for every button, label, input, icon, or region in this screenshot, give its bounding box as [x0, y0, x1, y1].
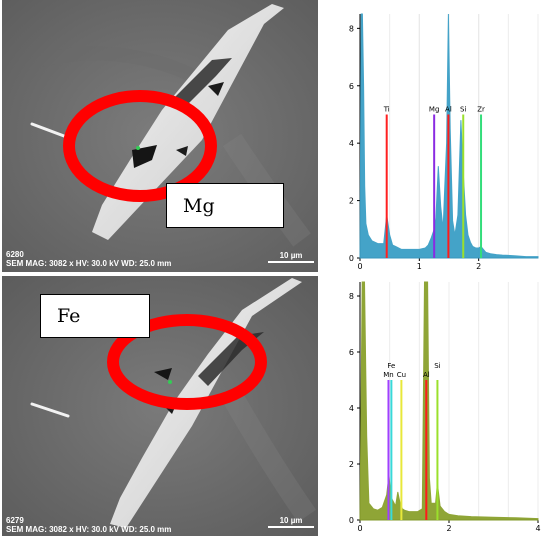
scale-bar: 10 µm [268, 251, 314, 263]
element-label-mg: Mg [429, 105, 439, 113]
element-label-si: Si [460, 105, 466, 113]
scale-bar-line [268, 526, 314, 528]
sem-info-bar: 6280 SEM MAG: 3082 x HV: 30.0 kV WD: 25.… [6, 250, 171, 268]
sem-info-bar: 6279 SEM MAG: 3082 x HV: 30.0 kV WD: 25.… [6, 516, 171, 534]
y-tick-label: 2 [349, 460, 354, 469]
element-label-cu: Cu [397, 371, 406, 379]
eds-spectrum-top: 0 2 4 6 8 0 1 2 Ti Mg Al Si Zr [320, 0, 541, 272]
x-tick-label: 2 [446, 524, 451, 533]
highlight-ring [63, 90, 217, 202]
element-label-al: Al [423, 371, 430, 379]
x-tick-label: 0 [357, 524, 362, 533]
y-tick-label: 8 [349, 24, 354, 33]
x-tick-label: 4 [535, 524, 540, 533]
y-tick-label: 0 [349, 516, 354, 525]
element-label-ti: Ti [383, 105, 390, 113]
y-tick-label: 2 [349, 197, 354, 206]
x-tick-label: 1 [417, 262, 422, 271]
element-label-si: Si [434, 362, 440, 370]
sem-image-id: 6279 [6, 516, 24, 525]
y-tick-label: 4 [349, 404, 354, 413]
analysis-point [168, 380, 172, 384]
element-label-box: Fe [40, 294, 150, 338]
intermetallic-strip [110, 278, 302, 528]
element-label-fe: Fe [387, 362, 395, 370]
sem-image-id: 6280 [6, 250, 24, 259]
y-tick-label: 8 [349, 292, 354, 301]
x-tick-label: 2 [476, 262, 481, 271]
scale-bar: 10 µm [268, 516, 314, 528]
sem-parameters: SEM MAG: 3082 x HV: 30.0 kV WD: 25.0 mm [6, 525, 172, 534]
y-tick-label: 0 [349, 254, 354, 263]
element-label: Fe [57, 305, 81, 327]
eds-spectrum-bottom: 0 2 4 6 8 0 2 4 Mn Fe Cu Al Si [320, 272, 541, 536]
sem-parameters: SEM MAG: 3082 x HV: 30.0 kV WD: 25.0 mm [6, 259, 172, 268]
element-label: Mg [183, 194, 215, 217]
sem-micrograph-top [2, 0, 318, 272]
highlight-ring [107, 314, 267, 410]
scale-bar-label: 10 µm [279, 516, 303, 525]
y-tick-label: 6 [349, 348, 354, 357]
scale-bar-line [268, 261, 314, 263]
y-tick-label: 6 [349, 82, 354, 91]
scale-bar-label: 10 µm [279, 251, 303, 260]
intermetallic-strip [92, 4, 284, 240]
element-label-al: Al [445, 105, 452, 113]
dark-particle [132, 145, 157, 168]
element-label-zr: Zr [477, 105, 485, 113]
eds-spectrum-top-plot: 0 2 4 6 8 0 1 2 Ti Mg Al Si Zr [349, 13, 539, 271]
element-label-box: Mg [166, 183, 284, 228]
element-label-mn: Mn [383, 371, 393, 379]
spectrum-area [359, 281, 539, 521]
y-tick-label: 4 [349, 139, 354, 148]
sem-image-bottom: Fe 6279 SEM MAG: 3082 x HV: 30.0 kV WD: … [2, 276, 318, 536]
analysis-point [136, 146, 140, 150]
sem-image-top: Mg 6280 SEM MAG: 3082 x HV: 30.0 kV WD: … [2, 0, 318, 272]
x-tick-label: 0 [357, 262, 362, 271]
